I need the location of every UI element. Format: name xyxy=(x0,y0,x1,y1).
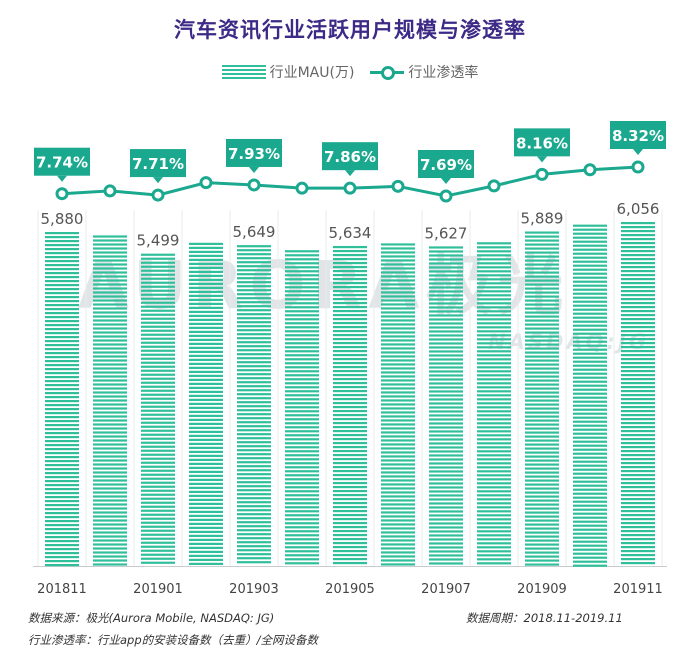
bar-201911 xyxy=(621,222,655,565)
penetration-point-201910 xyxy=(583,163,597,177)
footer-period: 数据周期：2018.11-2019.11 xyxy=(466,611,623,625)
bar-201905 xyxy=(333,245,367,565)
legend-item-penetration: 行业渗透率 xyxy=(370,62,478,82)
legend-line-swatch xyxy=(370,65,405,80)
legend-item-mau: 行业MAU(万) xyxy=(221,62,355,82)
legend-penetration-label: 行业渗透率 xyxy=(408,65,479,81)
footer-note: 行业渗透率：行业app的安装设备数（去重）/全网设备数 xyxy=(28,633,319,647)
bar-value-label: 5,649 xyxy=(233,223,276,241)
watermark-subtext: NASDAQ:JG xyxy=(488,330,649,354)
footer-source: 数据来源：极光(Aurora Mobile, NASDAQ: JG) xyxy=(28,611,275,625)
penetration-labels: 7.74% 7.71% 7.93% 7.86% 7.69% 8.16% 8.32% xyxy=(34,121,666,184)
bar-201907 xyxy=(429,246,463,565)
penetration-label-201907: 7.69% xyxy=(418,150,474,184)
svg-text:7.86%: 7.86% xyxy=(324,148,376,166)
penetration-label-201909: 8.16% xyxy=(514,128,570,163)
x-axis-ticks: 201811 201901 201903 201905 201907 201909 2019… xyxy=(37,582,663,597)
bar-value-label: 6,056 xyxy=(617,200,660,218)
penetration-point-201904 xyxy=(295,181,309,195)
penetration-point-201907 xyxy=(439,189,453,203)
svg-text:7.93%: 7.93% xyxy=(228,145,280,163)
penetration-point-201905 xyxy=(343,181,357,195)
legend: 行业MAU(万) 行业渗透率 xyxy=(0,62,700,82)
x-tick-label: 201909 xyxy=(517,582,567,597)
penetration-label-201905: 7.86% xyxy=(322,142,378,177)
penetration-point-201903 xyxy=(247,178,261,192)
bar-value-label: 5,499 xyxy=(137,232,180,250)
penetration-point-201901 xyxy=(151,188,165,202)
bar-201901 xyxy=(141,253,175,564)
x-tick-label: 201903 xyxy=(229,582,279,597)
bar-value-label: 5,889 xyxy=(521,209,564,227)
bar-value-label: 5,627 xyxy=(425,224,468,242)
penetration-point-201909 xyxy=(535,167,549,181)
x-tick-label: 201905 xyxy=(325,582,375,597)
bar-201908 xyxy=(477,242,511,565)
bar-value-label: 5,880 xyxy=(41,210,84,228)
penetration-label-201903: 7.93% xyxy=(226,138,282,173)
svg-text:7.74%: 7.74% xyxy=(36,154,88,172)
bar-201904 xyxy=(285,250,319,565)
penetration-label-201811: 7.74% xyxy=(34,147,90,182)
penetration-point-201811 xyxy=(55,187,69,201)
x-tick-label: 201901 xyxy=(133,582,183,597)
svg-text:7.69%: 7.69% xyxy=(420,156,472,174)
bar-labels: 5,880 5,499 5,649 5,634 5,627 5,889 6,056 xyxy=(41,200,660,250)
penetration-point-201911 xyxy=(631,160,645,174)
bar-201811 xyxy=(45,231,79,567)
penetration-label-201911: 8.32% xyxy=(610,121,666,155)
bar-201812 xyxy=(93,235,127,566)
x-tick-label: 201907 xyxy=(421,582,471,597)
chart-title: 汽车资讯行业活跃用户规模与渗透率 xyxy=(174,18,526,42)
svg-text:7.71%: 7.71% xyxy=(132,155,184,173)
grid xyxy=(33,210,667,567)
bars xyxy=(45,222,655,567)
bar-201902 xyxy=(189,242,223,565)
penetration-point-201902 xyxy=(199,176,213,190)
bar-201906 xyxy=(381,243,415,566)
legend-mau-label: 行业MAU(万) xyxy=(269,65,355,81)
penetration-line xyxy=(55,160,645,203)
penetration-point-201812 xyxy=(103,184,117,198)
penetration-label-201901: 7.71% xyxy=(130,149,186,184)
legend-bar-swatch xyxy=(221,65,266,79)
bar-201903 xyxy=(237,245,271,564)
x-tick-label: 201811 xyxy=(37,582,87,597)
bar-201910 xyxy=(573,224,607,567)
penetration-point-201908 xyxy=(487,179,501,193)
bar-value-label: 5,634 xyxy=(329,224,372,242)
bar-201909 xyxy=(525,231,559,566)
x-tick-label: 201911 xyxy=(613,582,663,597)
svg-text:8.16%: 8.16% xyxy=(516,134,568,152)
penetration-point-201906 xyxy=(391,179,405,193)
svg-text:8.32%: 8.32% xyxy=(612,127,664,145)
